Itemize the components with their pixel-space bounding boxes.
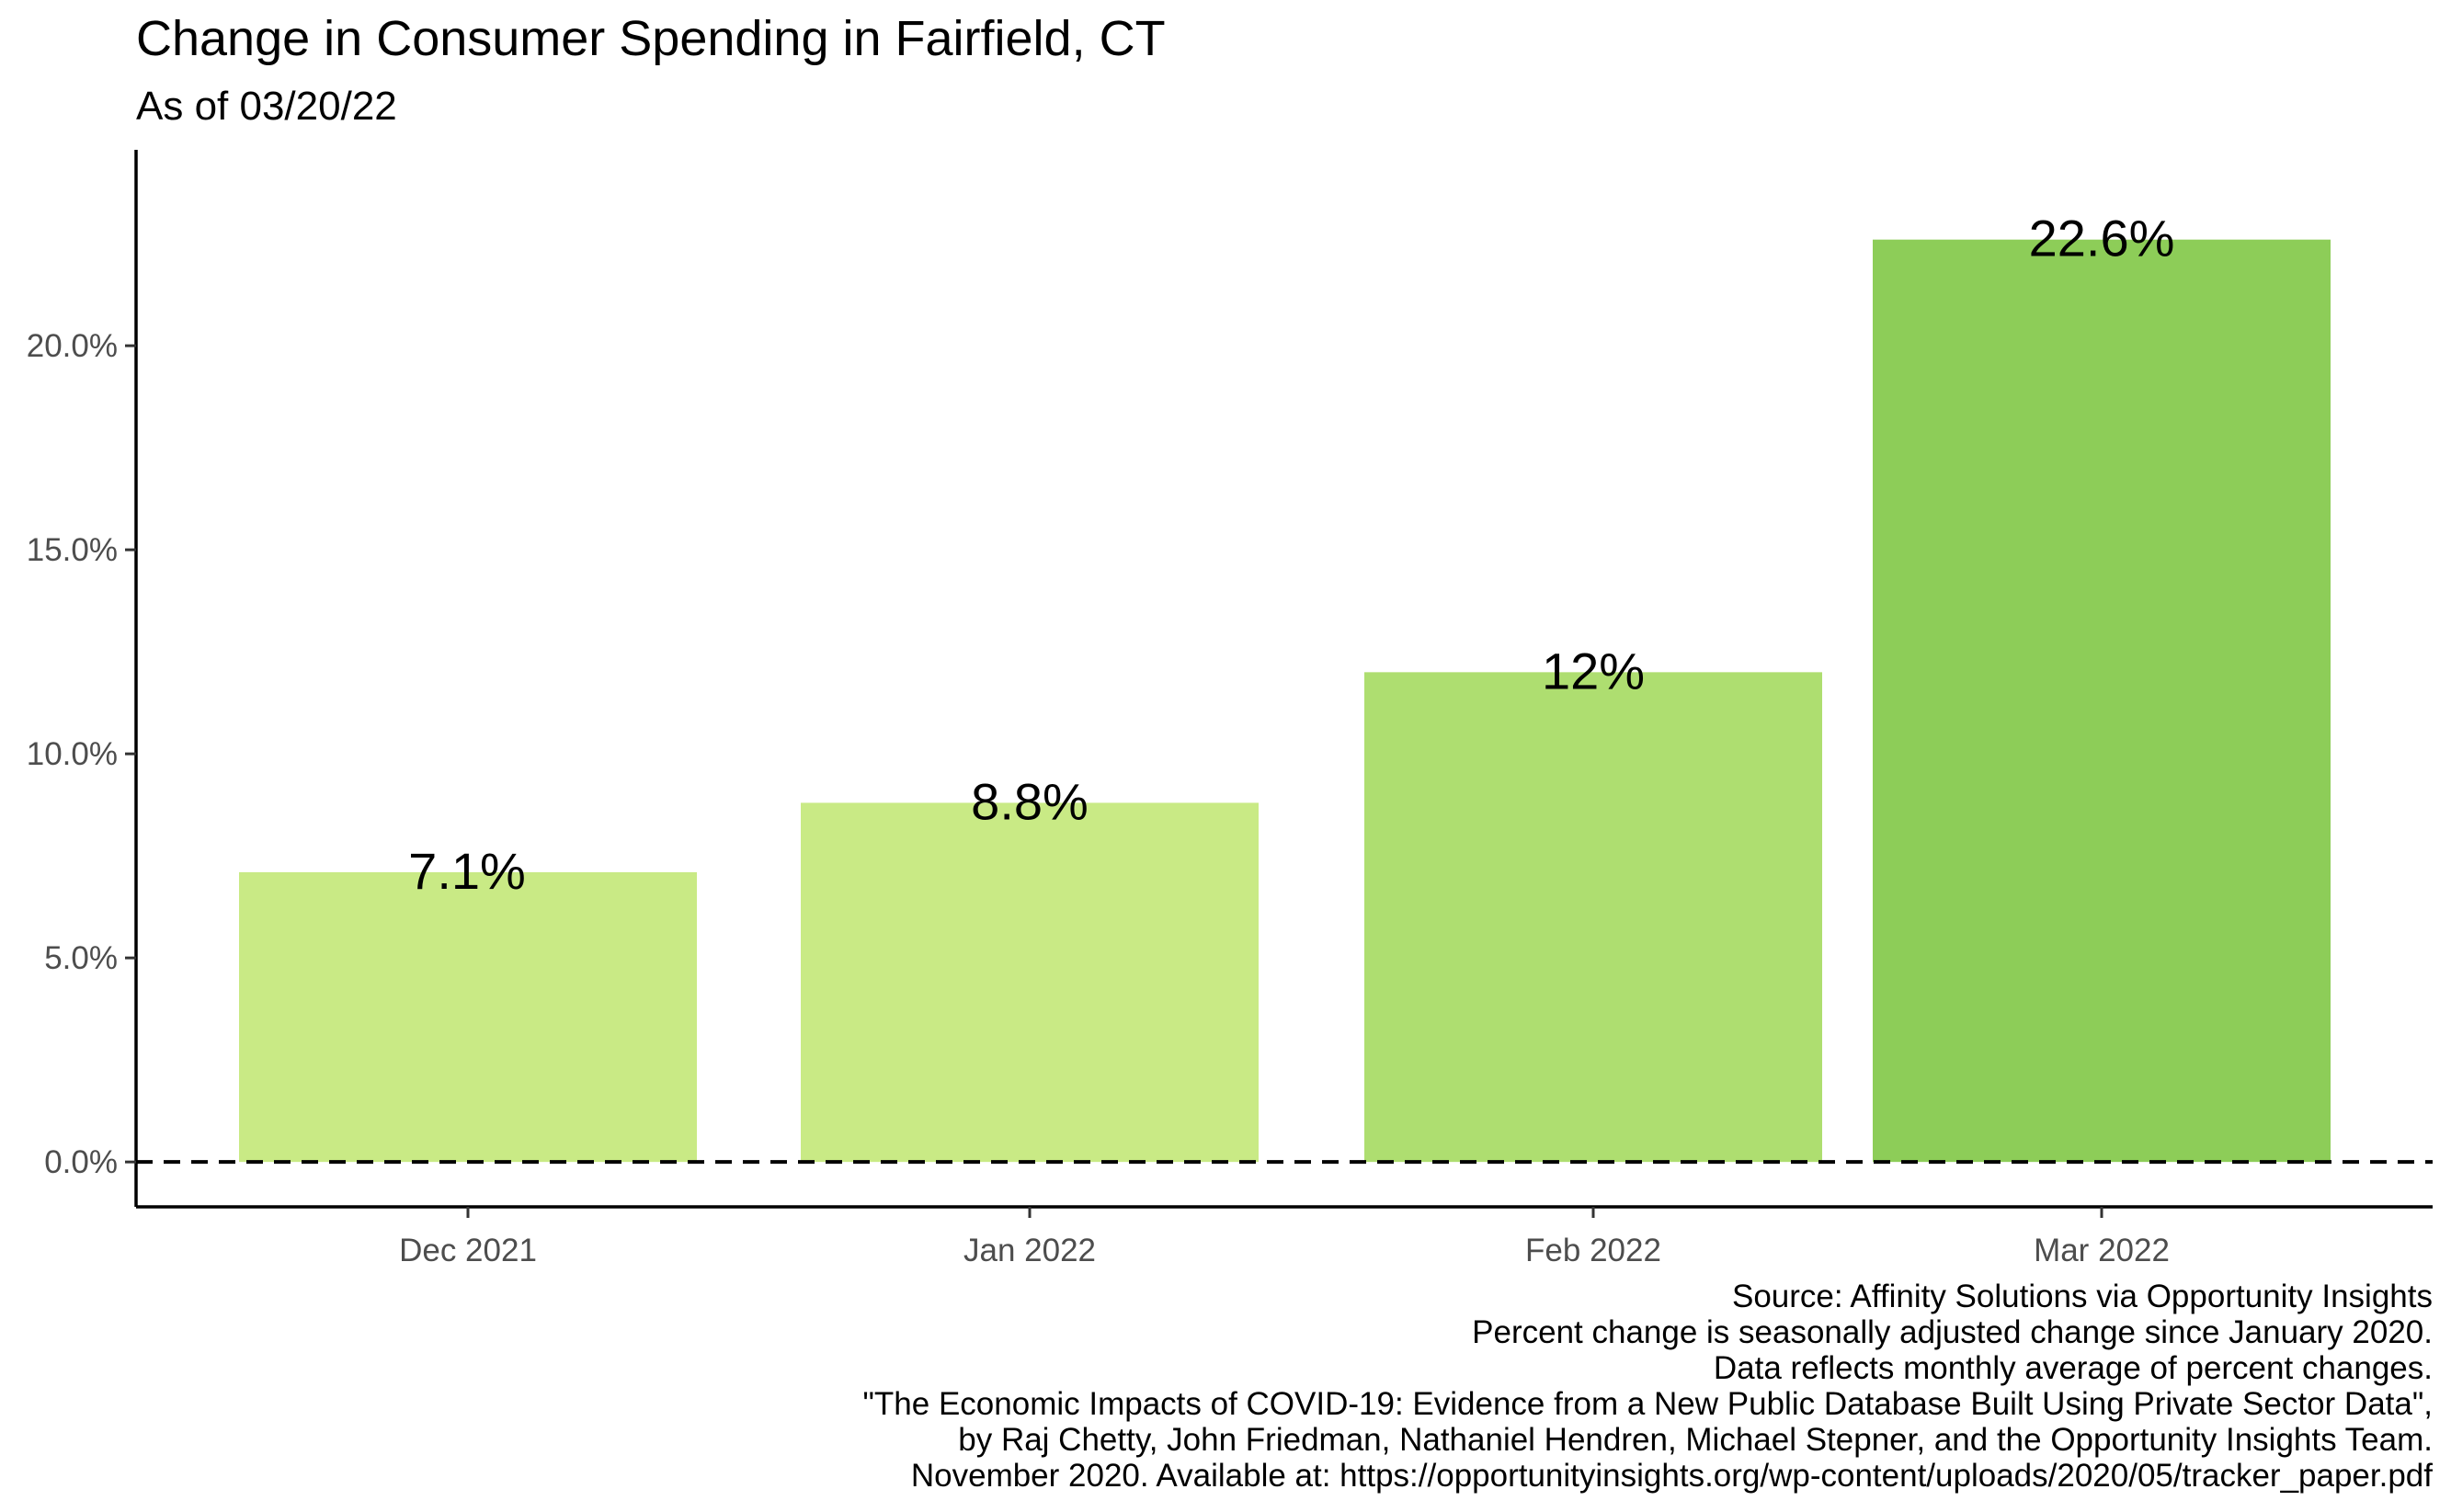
caption-line: Source: Affinity Solutions via Opportuni… <box>1732 1279 2433 1314</box>
caption-line: by Raj Chetty, John Friedman, Nathaniel … <box>958 1422 2433 1458</box>
bar-value-label: 8.8% <box>971 772 1089 830</box>
chart-title: Change in Consumer Spending in Fairfield… <box>136 11 1166 66</box>
bar-mar-2022 <box>1873 239 2331 1163</box>
bar-value-label: 22.6% <box>2029 210 2175 267</box>
caption-block: Source: Affinity Solutions via Opportuni… <box>863 1279 2434 1494</box>
bar-value-label: 12% <box>1542 642 1645 699</box>
bar-jan-2022 <box>801 802 1259 1163</box>
axes-layer: 0.0% 5.0% 10.0% 15.0% 20.0% Dec 2021 Jan 2022 F… <box>27 150 2433 1268</box>
bar-value-label: 7.1% <box>408 842 526 900</box>
value-labels-layer: 7.1% 8.8% 12% 22.6% <box>408 210 2174 900</box>
y-tick-label: 10.0% <box>27 736 118 772</box>
caption-line: Percent change is seasonally adjusted ch… <box>1472 1314 2433 1350</box>
y-tick-label: 15.0% <box>27 532 118 568</box>
y-tick-label: 0.0% <box>44 1144 118 1180</box>
caption-line: Data reflects monthly average of percent… <box>1714 1350 2433 1386</box>
x-tick-label: Mar 2022 <box>2034 1233 2170 1268</box>
y-tick-label: 5.0% <box>44 940 118 976</box>
x-tick-label: Dec 2021 <box>399 1233 537 1268</box>
bars-layer <box>239 239 2331 1163</box>
chart-subtitle: As of 03/20/22 <box>136 84 397 129</box>
bar-dec-2021 <box>239 871 697 1163</box>
x-tick-label: Feb 2022 <box>1525 1233 1661 1268</box>
bar-feb-2022 <box>1364 672 1822 1163</box>
caption-line: November 2020. Available at: https://opp… <box>911 1458 2433 1494</box>
y-tick-label: 20.0% <box>27 328 118 364</box>
x-tick-label: Jan 2022 <box>963 1233 1096 1268</box>
caption-line: "The Economic Impacts of COVID-19: Evide… <box>863 1386 2434 1422</box>
